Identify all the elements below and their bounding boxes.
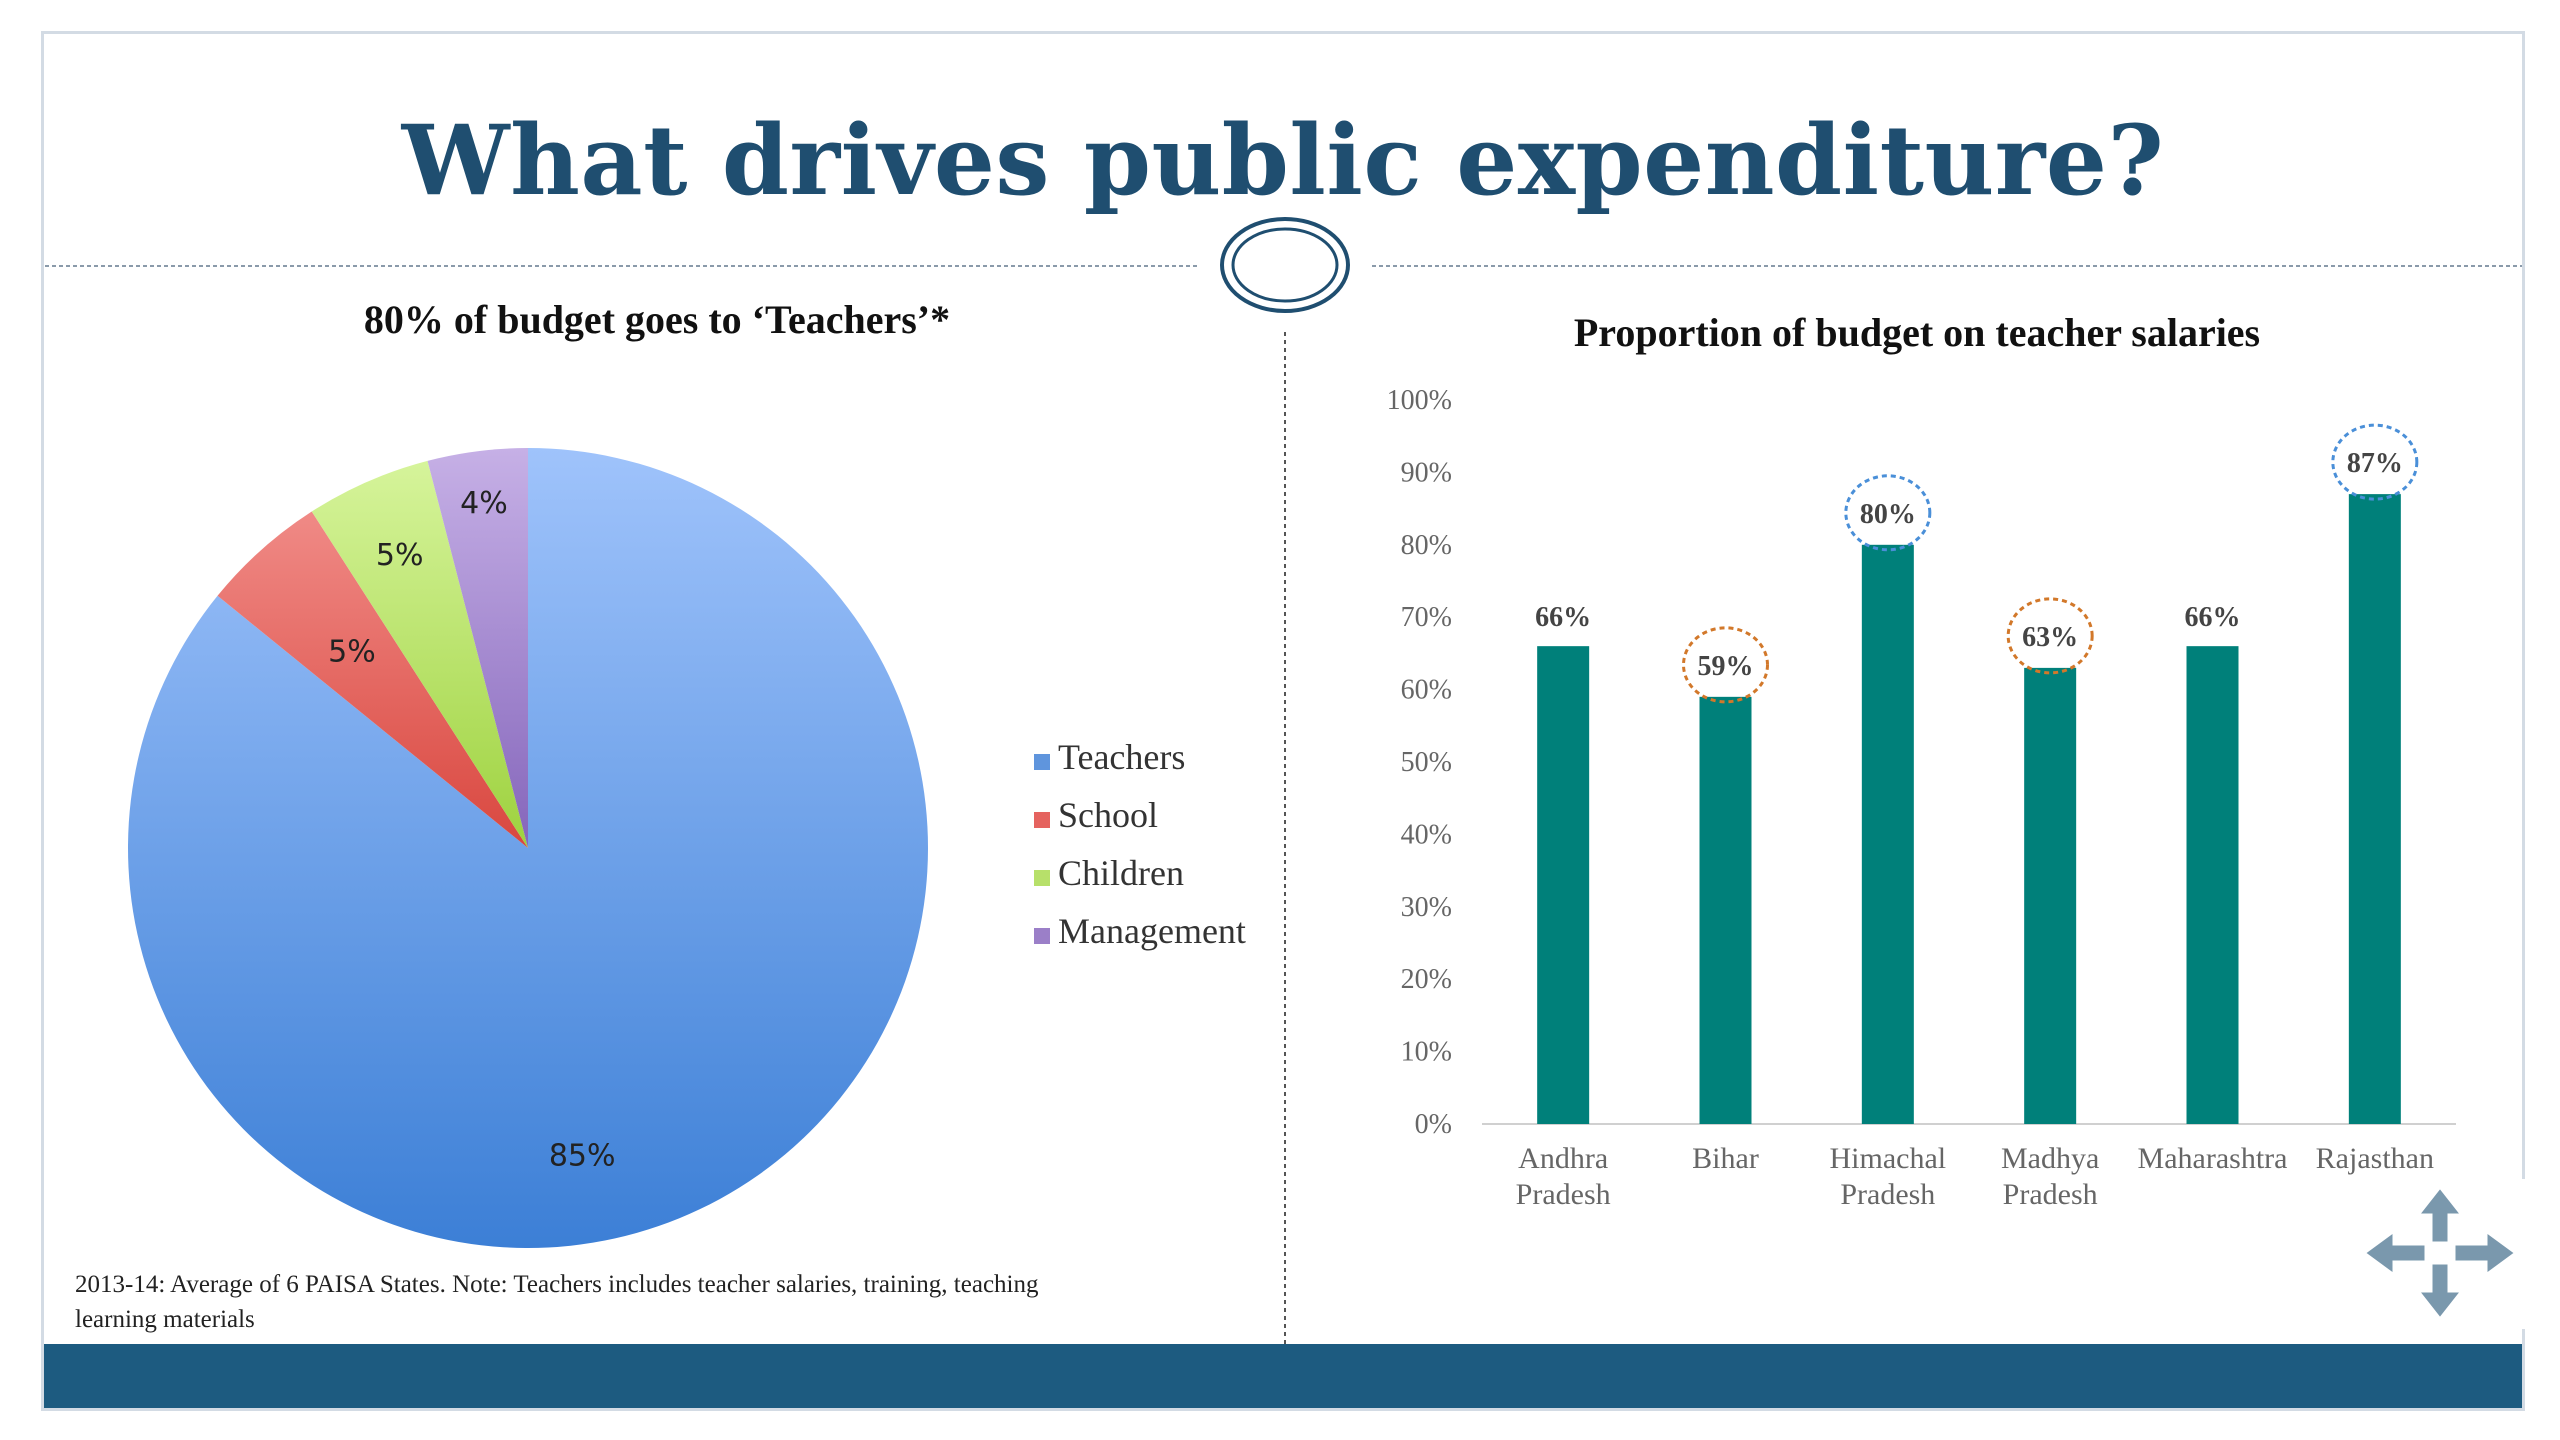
bar-data-label: 66% xyxy=(2185,602,2241,633)
bar-chart-title: Proportion of budget on teacher salaries xyxy=(1574,310,2260,355)
bar xyxy=(1699,696,1752,1124)
bar-data-label: 87% xyxy=(2347,448,2403,479)
y-tick-label: 30% xyxy=(1401,892,1452,923)
y-tick-label: 50% xyxy=(1401,747,1452,778)
highlight-circle-blue xyxy=(1844,474,1932,552)
highlight-circle-blue xyxy=(2331,423,2419,501)
pie-slices xyxy=(127,448,928,1248)
bar xyxy=(1537,646,1590,1124)
bar-data-label: 59% xyxy=(1698,651,1754,682)
category-label: Madhya xyxy=(2001,1142,2099,1175)
bar xyxy=(2186,646,2239,1124)
y-tick-label: 10% xyxy=(1401,1037,1452,1068)
pie-chart-title: 80% of budget goes to ‘Teachers’* xyxy=(364,297,950,342)
y-tick-label: 90% xyxy=(1401,457,1452,488)
footnote-line-2: learning materials xyxy=(75,1306,255,1333)
category-label: Rajasthan xyxy=(2316,1142,2434,1175)
y-tick-label: 70% xyxy=(1401,602,1452,633)
category-label: Pradesh xyxy=(2003,1178,2098,1211)
legend-label-children: Children xyxy=(1058,853,1184,893)
highlight-circle-orange xyxy=(1682,626,1769,704)
legend-swatch-management xyxy=(1034,928,1050,944)
category-label: Andhra xyxy=(1518,1142,1608,1175)
pie-data-labels: 85% 5% 5% 4% xyxy=(328,486,615,1173)
bar-data-label: 66% xyxy=(1535,602,1591,633)
category-label: Himachal xyxy=(1830,1142,1947,1175)
legend-label-teachers: Teachers xyxy=(1058,737,1185,777)
highlight-circle-orange xyxy=(2006,597,2094,675)
bar-marks: 66% 59% 80% 63% 66% 87% xyxy=(1535,423,2419,1124)
pie-label-children: 5% xyxy=(376,538,424,573)
bar xyxy=(2024,667,2077,1124)
y-tick-label: 20% xyxy=(1401,964,1452,995)
footer-band xyxy=(44,1344,2522,1408)
pie-slice-management xyxy=(427,448,528,848)
category-label: Maharashtra xyxy=(2138,1142,2288,1175)
pie-slice-school xyxy=(217,511,528,848)
category-label: Bihar xyxy=(1692,1142,1759,1175)
y-tick-label: 40% xyxy=(1401,819,1452,850)
divider-ornament xyxy=(1220,217,1350,313)
bar-data-label: 63% xyxy=(2022,622,2078,653)
bar-y-axis-ticks: 0% 10% 20% 30% 40% 50% 60% 70% 80% 90% 100% xyxy=(1387,385,1452,1140)
legend-label-management: Management xyxy=(1058,911,1246,951)
legend-swatch-school xyxy=(1034,812,1050,828)
pie-label-school: 5% xyxy=(328,634,376,669)
compass-arrows-icon xyxy=(2354,1179,2526,1329)
pie-legend: Teachers School Children Management xyxy=(1034,737,1246,951)
category-label: Pradesh xyxy=(1840,1178,1935,1211)
y-tick-label: 100% xyxy=(1387,385,1452,416)
legend-swatch-teachers xyxy=(1034,754,1050,770)
y-tick-label: 80% xyxy=(1401,530,1452,561)
pie-label-teachers: 85% xyxy=(549,1138,616,1173)
pie-label-management: 4% xyxy=(460,486,508,521)
legend-label-school: School xyxy=(1058,795,1158,835)
page-title: What drives public expenditure? xyxy=(401,104,2165,217)
bar xyxy=(1861,544,1914,1124)
y-tick-label: 60% xyxy=(1401,675,1452,706)
pie-slice-children xyxy=(311,460,528,848)
footnote-line-1: 2013-14: Average of 6 PAISA States. Note… xyxy=(75,1271,1039,1298)
y-tick-label: 0% xyxy=(1415,1109,1452,1140)
bar xyxy=(2348,494,2401,1124)
bar-data-label: 80% xyxy=(1860,499,1916,530)
category-label: Pradesh xyxy=(1516,1178,1611,1211)
legend-swatch-children xyxy=(1034,870,1050,886)
pie-slice-teachers xyxy=(127,448,928,1248)
